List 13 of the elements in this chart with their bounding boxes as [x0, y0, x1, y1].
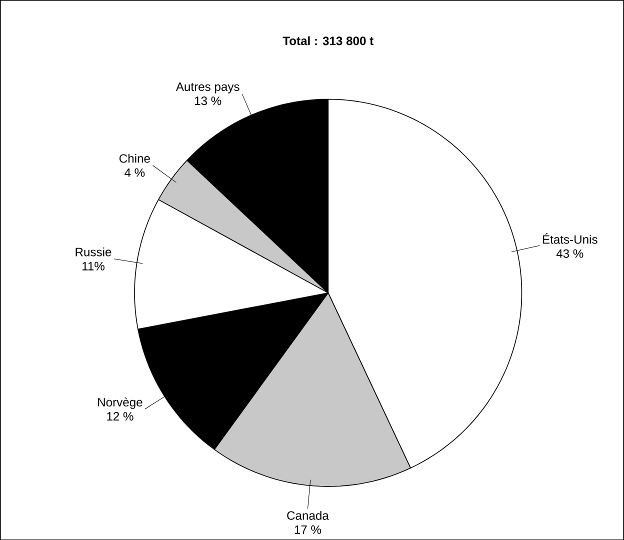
chart-title: Total : 313 800 t — [282, 36, 374, 46]
data-label: 13 % — [194, 96, 222, 105]
slice-label: Russie — [76, 247, 112, 256]
slice-label: Norvège — [98, 397, 142, 409]
slice-label: Chine — [119, 154, 150, 163]
data-label: 43 % — [556, 249, 584, 258]
data-label: 11% — [82, 262, 104, 270]
data-label: 4 % — [124, 168, 145, 177]
slice-label: États-Unis — [542, 233, 598, 244]
data-label: 17 % — [294, 525, 322, 534]
slice-label: Autres pays — [176, 82, 240, 94]
slice-label: Canada — [287, 510, 329, 520]
data-label: 12 % — [107, 412, 134, 420]
